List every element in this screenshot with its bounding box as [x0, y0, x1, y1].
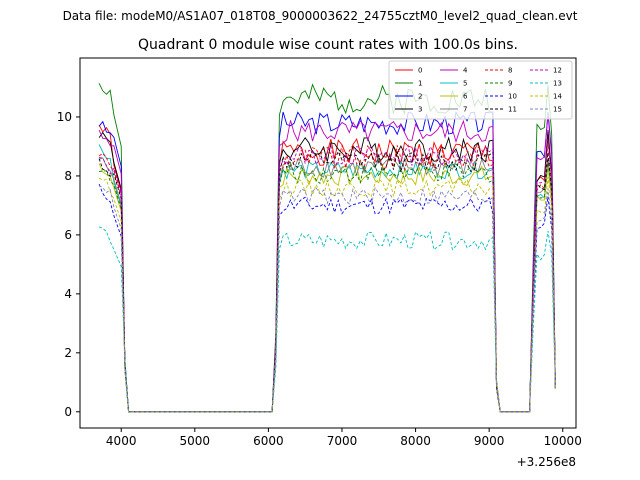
legend-label-14: 14 [553, 93, 562, 101]
y-tick-label: 10 [57, 110, 72, 124]
legend-label-1: 1 [418, 80, 422, 88]
legend-label-10: 10 [508, 93, 517, 101]
legend-label-5: 5 [463, 80, 467, 88]
axes-group [79, 57, 577, 429]
chart-suptitle: Data file: modeM0/AS1A07_018T08_90000036… [63, 9, 578, 23]
tick-group: 4000 5000 6000 7000 8000 9000 10000 0 2 4 6 8 10 [57, 110, 582, 448]
x-tick-label: 6000 [253, 434, 284, 448]
x-tick-label: 9000 [474, 434, 505, 448]
chart-title: Quadrant 0 module wise count rates with … [138, 37, 518, 53]
legend-label-11: 11 [508, 106, 517, 114]
legend-label-0: 0 [418, 67, 422, 75]
x-tick-label: 4000 [106, 434, 137, 448]
series-line-2 [98, 111, 556, 413]
legend-label-2: 2 [418, 93, 422, 101]
x-tick-label: 5000 [180, 434, 211, 448]
x-tick-label: 10000 [544, 434, 582, 448]
series-line-5 [98, 144, 556, 413]
x-tick-label: 7000 [327, 434, 358, 448]
series-line-0 [98, 124, 556, 413]
plot-series-group [98, 83, 556, 413]
y-tick-label: 4 [64, 287, 72, 301]
legend-label-13: 13 [553, 80, 562, 88]
legend-label-4: 4 [463, 67, 468, 75]
y-tick-label: 2 [64, 346, 72, 360]
y-tick-label: 6 [64, 228, 72, 242]
series-lines [98, 83, 556, 413]
y-tick-label: 0 [64, 405, 72, 419]
series-line-12 [99, 138, 556, 413]
plot-frame [79, 57, 577, 429]
series-line-15 [98, 185, 556, 413]
series-line-14 [98, 177, 556, 413]
legend-label-6: 6 [463, 93, 468, 101]
series-line-1 [98, 83, 556, 413]
x-tick-label: 8000 [400, 434, 431, 448]
series-line-8 [98, 141, 556, 413]
series-line-11 [98, 150, 556, 413]
series-line-10 [98, 183, 556, 413]
series-line-7 [98, 157, 556, 413]
legend-box [388, 60, 573, 120]
series-line-4 [98, 114, 556, 413]
legend-label-12: 12 [553, 67, 562, 75]
legend-label-7: 7 [463, 106, 467, 114]
series-line-9 [99, 160, 556, 413]
legend-label-8: 8 [508, 67, 512, 75]
y-tick-label: 8 [64, 169, 72, 183]
x-offset-label: +3.256e8 [517, 455, 576, 469]
legend-label-15: 15 [553, 106, 562, 114]
legend-label-9: 9 [508, 80, 512, 88]
series-line-13 [98, 226, 556, 413]
legend-label-3: 3 [418, 106, 422, 114]
